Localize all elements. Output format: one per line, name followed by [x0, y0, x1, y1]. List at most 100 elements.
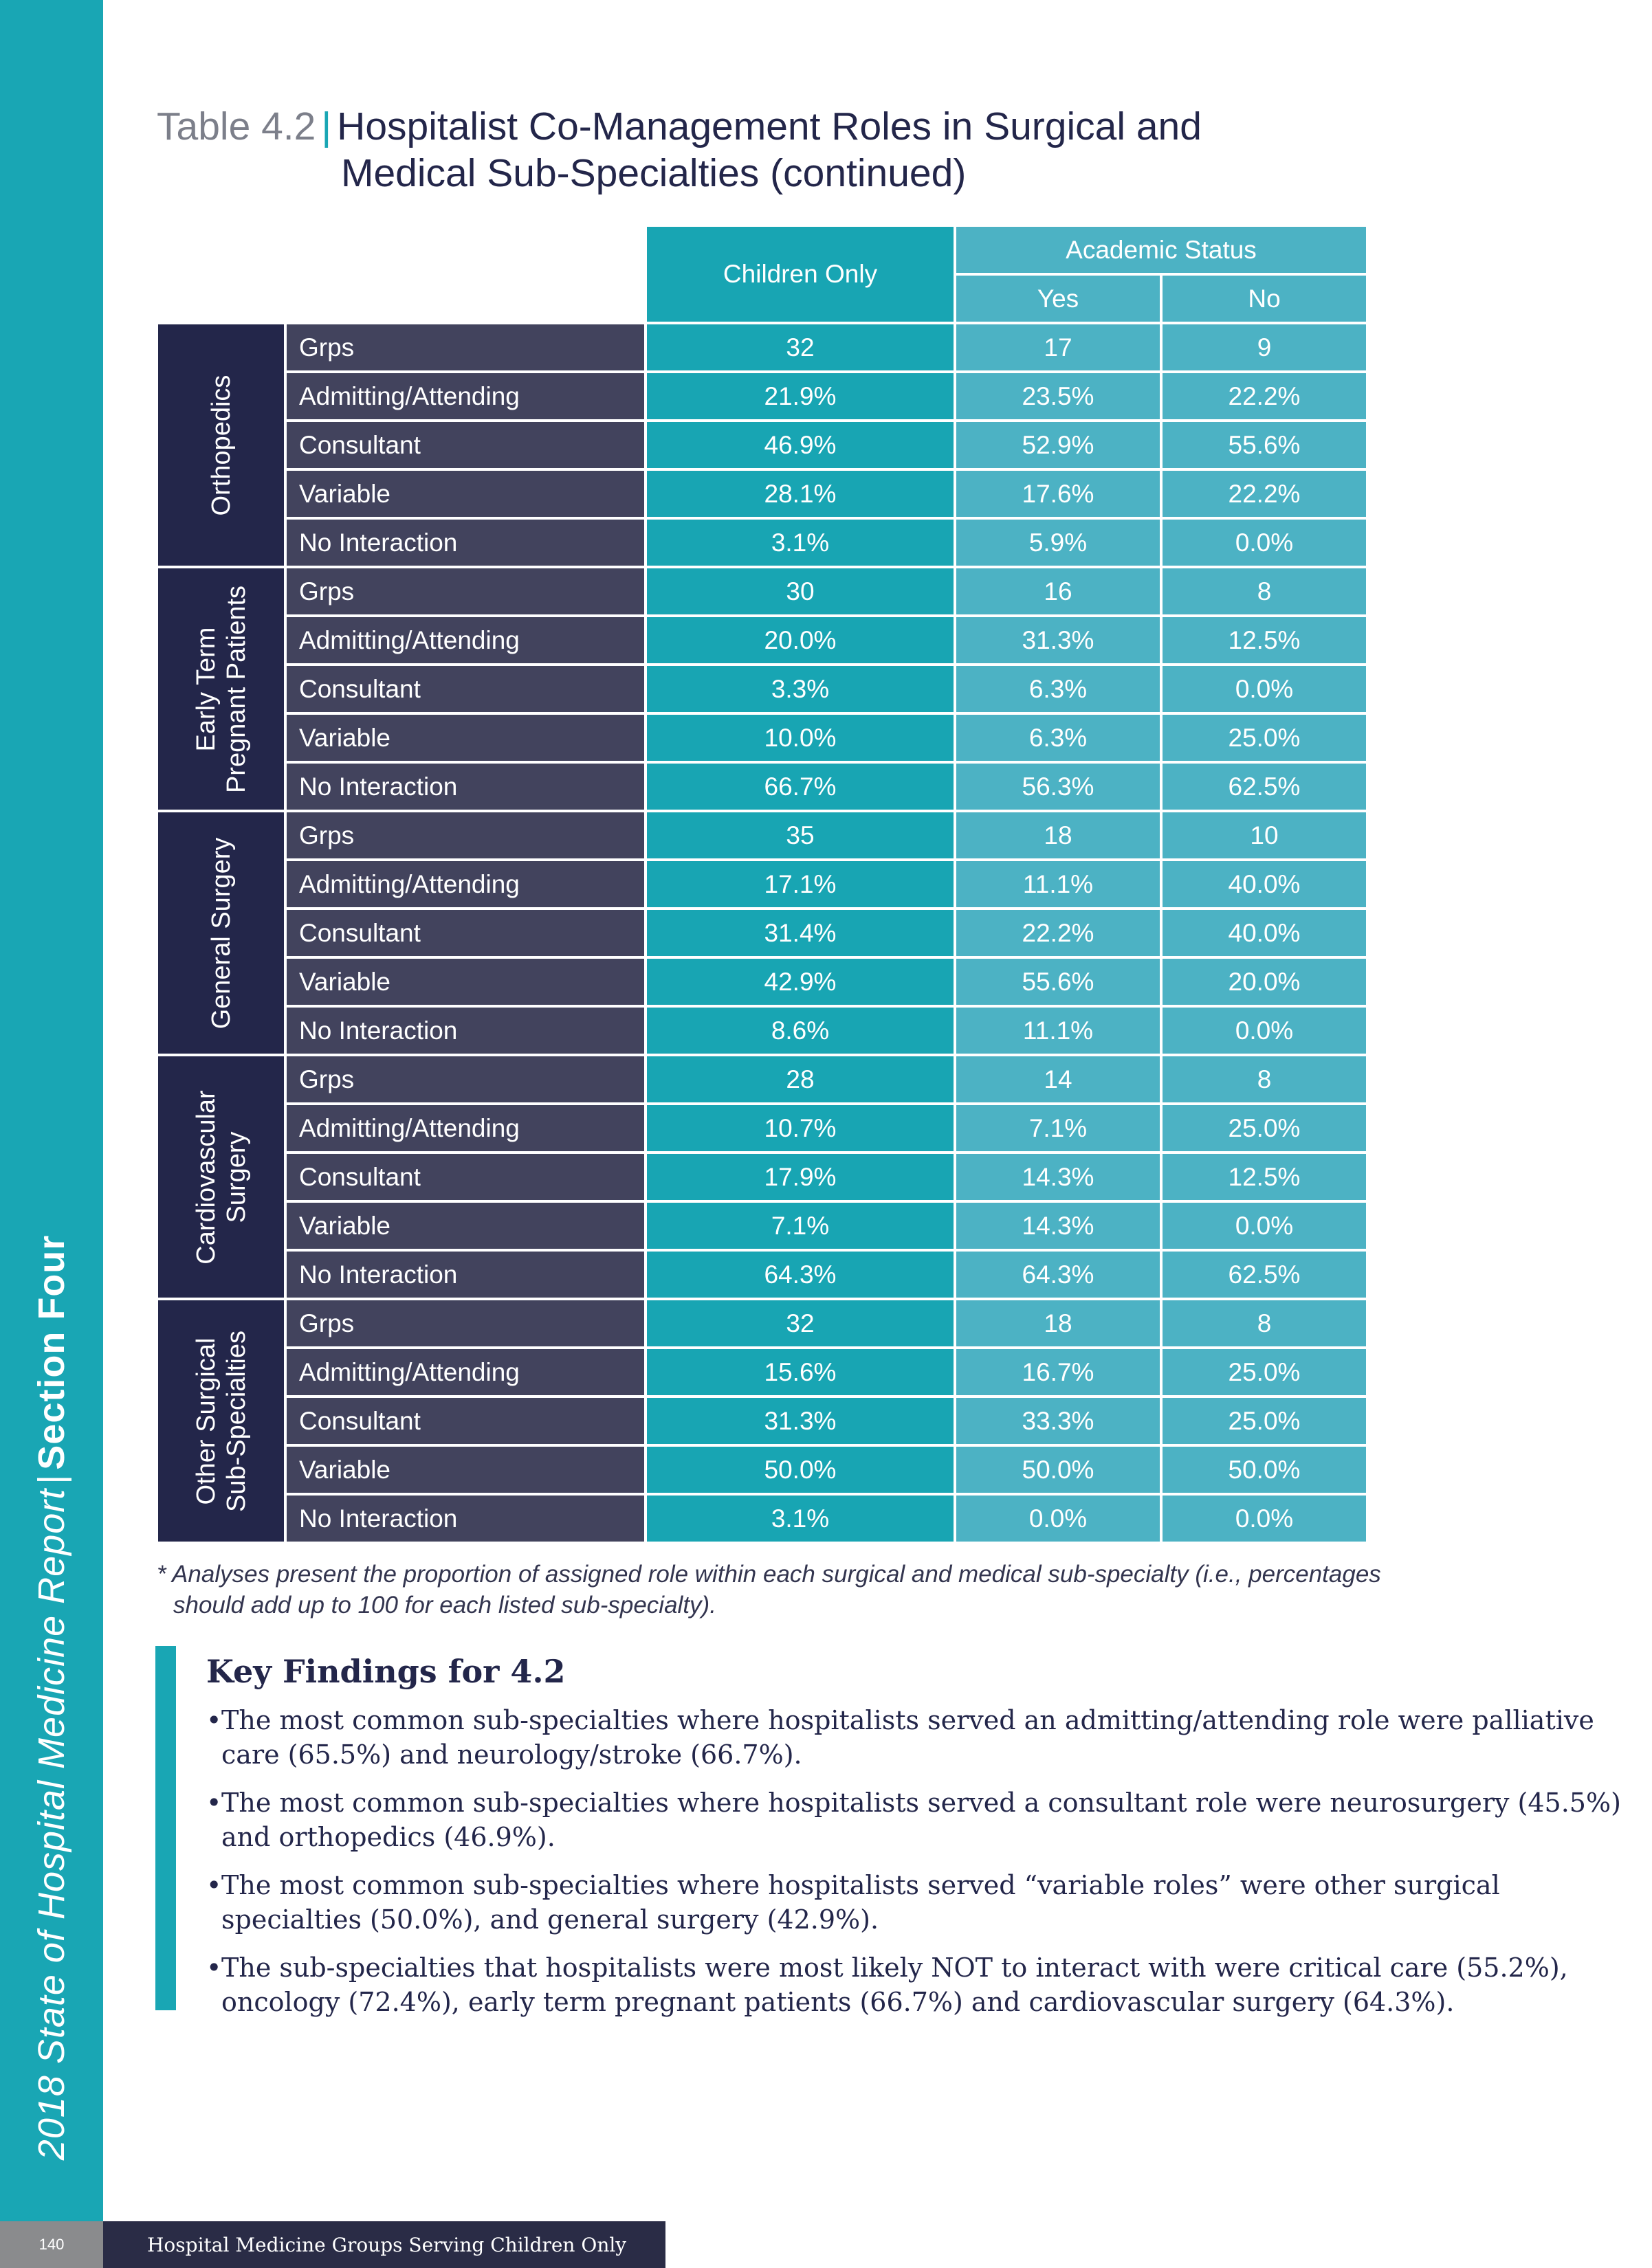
row-label: Variable — [287, 715, 644, 761]
table-row: Variable 28.1% 17.6% 22.2% — [158, 471, 1366, 517]
academic-yes-value: 33.3% — [956, 1398, 1160, 1444]
academic-yes-value: 16 — [956, 568, 1160, 614]
academic-no-value: 12.5% — [1163, 1154, 1366, 1200]
children-only-value: 15.6% — [647, 1349, 954, 1395]
children-only-value: 20.0% — [647, 617, 954, 663]
table-row: Orthopedics Grps 32 17 9 — [158, 324, 1366, 566]
row-label: No Interaction — [287, 1496, 644, 1542]
row-label: Consultant — [287, 1154, 644, 1200]
table-row: Consultant 17.9% 14.3% 12.5% — [158, 1154, 1366, 1200]
side-separator: | — [31, 1474, 72, 1485]
table-row: General Surgery Grps 35 18 10 — [158, 812, 1366, 1054]
row-label: Grps — [287, 324, 644, 370]
children-only-value: 10.0% — [647, 715, 954, 761]
group-cell: Early Term Pregnant Patients — [158, 568, 284, 810]
academic-no-value: 25.0% — [1163, 1398, 1366, 1444]
academic-no-value: 0.0% — [1163, 520, 1366, 566]
table-row: Admitting/Attending 17.1% 11.1% 40.0% — [158, 861, 1366, 907]
children-only-value: 30 — [647, 568, 954, 614]
row-label: Admitting/Attending — [287, 617, 644, 663]
row-label: Variable — [287, 471, 644, 517]
key-finding-item: •The most common sub-specialties where h… — [206, 1868, 1622, 1937]
group-label: General Surgery — [206, 837, 236, 1029]
children-only-value: 21.9% — [647, 373, 954, 419]
academic-yes-value: 23.5% — [956, 373, 1160, 419]
bullet: • — [206, 1705, 222, 1735]
row-label: Grps — [287, 812, 644, 858]
academic-no-value: 8 — [1163, 568, 1366, 614]
children-only-value: 32 — [647, 1300, 954, 1346]
row-label: Variable — [287, 1203, 644, 1249]
key-finding-text: The most common sub-specialties where ho… — [221, 1870, 1500, 1935]
key-findings-list: •The most common sub-specialties where h… — [206, 1703, 1622, 2033]
row-label: Consultant — [287, 422, 644, 468]
academic-yes-value: 14.3% — [956, 1154, 1160, 1200]
table-label: Table 4.2 — [157, 104, 316, 148]
header-blank — [158, 227, 644, 322]
academic-yes-value: 11.1% — [956, 861, 1160, 907]
academic-no-value: 10 — [1163, 812, 1366, 858]
academic-no-value: 22.2% — [1163, 471, 1366, 517]
academic-yes-value: 22.2% — [956, 910, 1160, 956]
academic-no-value: 0.0% — [1163, 1008, 1366, 1054]
header-yes: Yes — [956, 276, 1160, 322]
academic-yes-value: 18 — [956, 812, 1160, 858]
report-name: 2018 State of Hospital Medicine Report — [31, 1488, 72, 2161]
row-label: No Interaction — [287, 1252, 644, 1298]
academic-no-value: 9 — [1163, 324, 1366, 370]
row-label: Grps — [287, 1300, 644, 1346]
children-only-value: 28 — [647, 1056, 954, 1102]
row-label: Grps — [287, 568, 644, 614]
section-name: Section Four — [31, 1234, 72, 1470]
key-finding-text: The most common sub-specialties where ho… — [221, 1705, 1594, 1770]
academic-yes-value: 14 — [956, 1056, 1160, 1102]
row-label: Admitting/Attending — [287, 373, 644, 419]
table-row: Variable 10.0% 6.3% 25.0% — [158, 715, 1366, 761]
academic-yes-value: 17.6% — [956, 471, 1160, 517]
academic-yes-value: 56.3% — [956, 764, 1160, 810]
table-row: Variable 50.0% 50.0% 50.0% — [158, 1447, 1366, 1493]
header-no: No — [1163, 276, 1366, 322]
table-row: Admitting/Attending 20.0% 31.3% 12.5% — [158, 617, 1366, 663]
table-row: Variable 7.1% 14.3% 0.0% — [158, 1203, 1366, 1249]
academic-yes-value: 14.3% — [956, 1203, 1160, 1249]
key-finding-item: •The most common sub-specialties where h… — [206, 1703, 1622, 1772]
children-only-value: 3.1% — [647, 1496, 954, 1542]
footnote-line-2: should add up to 100 for each listed sub… — [173, 1592, 716, 1619]
academic-no-value: 25.0% — [1163, 1349, 1366, 1395]
academic-yes-value: 17 — [956, 324, 1160, 370]
row-label: Consultant — [287, 666, 644, 712]
academic-yes-value: 64.3% — [956, 1252, 1160, 1298]
academic-no-value: 20.0% — [1163, 959, 1366, 1005]
table-row: No Interaction 3.1% 0.0% 0.0% — [158, 1496, 1366, 1542]
academic-no-value: 0.0% — [1163, 1203, 1366, 1249]
page-number: 140 — [0, 2221, 103, 2268]
page-title: Table 4.2 | Hospitalist Co-Management Role… — [157, 103, 1394, 197]
table-row: Consultant 31.4% 22.2% 40.0% — [158, 910, 1366, 956]
group-cell: Cardiovascular Surgery — [158, 1056, 284, 1298]
children-only-value: 50.0% — [647, 1447, 954, 1493]
title-line-1: Hospitalist Co-Management Roles in Surgi… — [337, 104, 1202, 148]
children-only-value: 3.3% — [647, 666, 954, 712]
children-only-value: 46.9% — [647, 422, 954, 468]
table-row: Cardiovascular Surgery Grps 28 14 8 — [158, 1056, 1366, 1298]
academic-no-value: 55.6% — [1163, 422, 1366, 468]
footer-text: Hospital Medicine Groups Serving Childre… — [103, 2221, 665, 2268]
row-label: Variable — [287, 1447, 644, 1493]
children-only-value: 28.1% — [647, 471, 954, 517]
academic-yes-value: 5.9% — [956, 520, 1160, 566]
academic-no-value: 0.0% — [1163, 666, 1366, 712]
academic-yes-value: 16.7% — [956, 1349, 1160, 1395]
academic-no-value: 25.0% — [1163, 715, 1366, 761]
row-label: No Interaction — [287, 1008, 644, 1054]
row-label: Variable — [287, 959, 644, 1005]
side-report-title: 2018 State of Hospital Medicine Report | S… — [30, 1235, 73, 2161]
key-finding-item: •The sub-specialties that hospitalists w… — [206, 1950, 1622, 2019]
children-only-value: 64.3% — [647, 1252, 954, 1298]
bullet: • — [206, 1788, 222, 1818]
academic-yes-value: 6.3% — [956, 715, 1160, 761]
academic-no-value: 40.0% — [1163, 910, 1366, 956]
academic-no-value: 0.0% — [1163, 1496, 1366, 1542]
row-label: No Interaction — [287, 520, 644, 566]
academic-no-value: 40.0% — [1163, 861, 1366, 907]
